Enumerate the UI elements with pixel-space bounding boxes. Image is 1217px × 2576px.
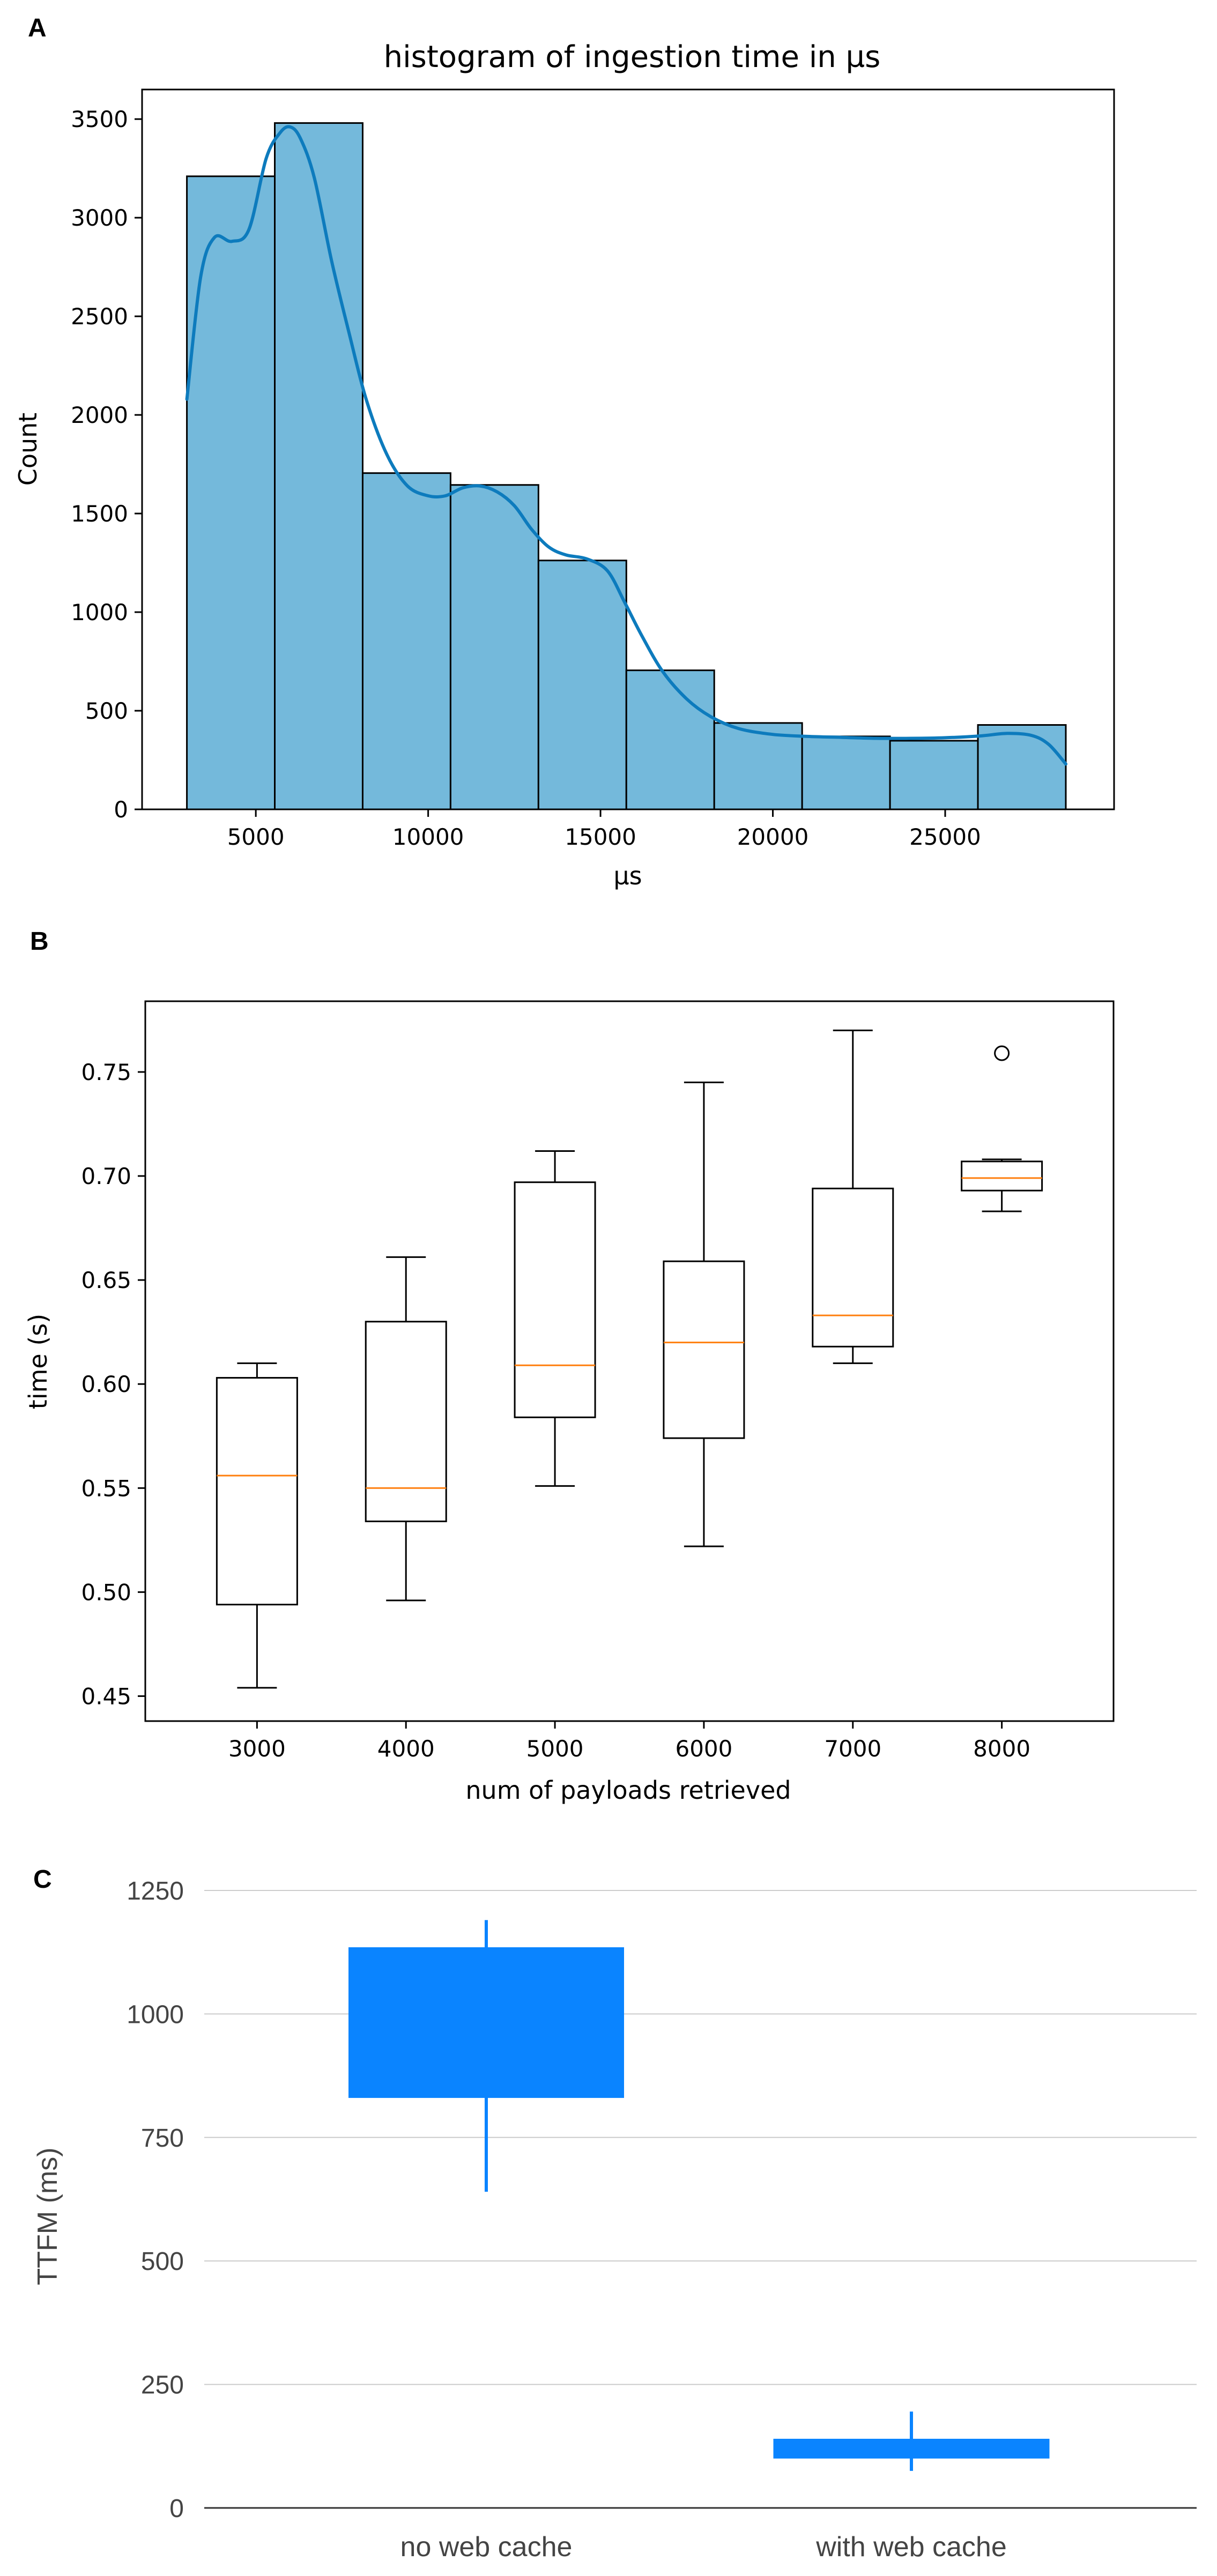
y-tick-label: 500 bbox=[141, 2247, 184, 2276]
x-category-label: with web cache bbox=[815, 2532, 1007, 2563]
x-tick-label: 3000 bbox=[228, 1736, 286, 1762]
y-tick-label: 1000 bbox=[71, 599, 128, 626]
histogram-bar bbox=[537, 560, 627, 810]
y-tick-label: 0.65 bbox=[81, 1267, 131, 1293]
y-axis-label-c: TTFM (ms) bbox=[32, 2147, 63, 2285]
x-axis-label-b: num of payloads retrieved bbox=[465, 1776, 791, 1805]
y-tick-label: 1000 bbox=[127, 2000, 184, 2029]
histogram-bar bbox=[889, 740, 979, 810]
y-tick-label: 0.75 bbox=[81, 1059, 131, 1085]
box-iqr bbox=[216, 1377, 298, 1606]
histogram-bar bbox=[361, 472, 451, 810]
y-axis-label-b: time (s) bbox=[24, 1314, 53, 1409]
panel-letter-a: A bbox=[28, 14, 47, 42]
x-tick-label: 4000 bbox=[377, 1736, 435, 1762]
x-category-label: no web cache bbox=[400, 2532, 573, 2563]
chart-a-title: histogram of ingestion time in µs bbox=[384, 40, 881, 75]
histogram-bar bbox=[801, 735, 891, 810]
y-tick-label: 0.70 bbox=[81, 1163, 131, 1189]
y-tick-label: 0 bbox=[169, 2495, 184, 2523]
x-tick-label: 7000 bbox=[824, 1736, 881, 1762]
y-tick-label: 3500 bbox=[71, 106, 128, 132]
x-tick-label: 5000 bbox=[526, 1736, 584, 1762]
axes-frame-a bbox=[141, 88, 1115, 810]
box-iqr bbox=[514, 1181, 596, 1418]
y-tick-label: 1250 bbox=[127, 1877, 184, 1905]
y-tick-label: 0.55 bbox=[81, 1475, 131, 1501]
y-tick-label: 2000 bbox=[71, 402, 128, 428]
panel-c-candlestick: C 0 250 500 750 1000 1250 no web cache with we… bbox=[32, 1865, 1197, 2563]
y-tick-label: 0.50 bbox=[81, 1579, 131, 1605]
panel-letter-b: B bbox=[30, 927, 49, 956]
histogram-bar bbox=[977, 724, 1067, 810]
box-iqr bbox=[812, 1187, 894, 1347]
x-tick-label: 6000 bbox=[675, 1736, 732, 1762]
x-tick-label: 5000 bbox=[227, 824, 285, 850]
x-tick-label: 10000 bbox=[392, 824, 464, 850]
y-tick-label: 750 bbox=[141, 2124, 184, 2153]
y-tick-label: 250 bbox=[141, 2371, 184, 2400]
y-tick-label: 3000 bbox=[71, 205, 128, 231]
histogram-bar bbox=[449, 484, 539, 810]
x-tick-label: 20000 bbox=[737, 824, 809, 850]
y-tick-label: 0.45 bbox=[81, 1683, 131, 1709]
histogram-bar bbox=[713, 722, 803, 810]
axes-frame-b bbox=[144, 1000, 1115, 1722]
y-tick-label: 1500 bbox=[71, 501, 128, 527]
panel-a-histogram: A histogram of ingestion time in µs 5000… bbox=[13, 14, 1115, 890]
candle-body bbox=[348, 1947, 624, 2098]
outlier-point bbox=[994, 1045, 1010, 1061]
histogram-bar bbox=[186, 175, 276, 810]
box-iqr bbox=[365, 1321, 447, 1522]
y-tick-label: 500 bbox=[85, 698, 128, 724]
box-iqr bbox=[961, 1160, 1043, 1192]
box-iqr bbox=[663, 1260, 745, 1439]
x-tick-label: 15000 bbox=[565, 824, 636, 850]
panel-letter-c: C bbox=[33, 1865, 52, 1894]
candle-body bbox=[773, 2438, 1050, 2459]
x-axis-label-a: µs bbox=[613, 861, 642, 890]
histogram-bar bbox=[274, 122, 363, 810]
y-tick-label: 0.60 bbox=[81, 1371, 131, 1397]
x-tick-label: 25000 bbox=[909, 824, 981, 850]
histogram-bar bbox=[625, 669, 715, 810]
y-tick-label: 2500 bbox=[71, 303, 128, 330]
kde-curve bbox=[185, 125, 1067, 766]
y-axis-label-a: Count bbox=[13, 413, 42, 486]
panel-b-boxplot: B 3000 4000 5000 6000 7000 8000 0.45 0.50 0.55 0… bbox=[24, 927, 1115, 1805]
x-tick-label: 8000 bbox=[973, 1736, 1030, 1762]
y-tick-label: 0 bbox=[114, 796, 128, 823]
